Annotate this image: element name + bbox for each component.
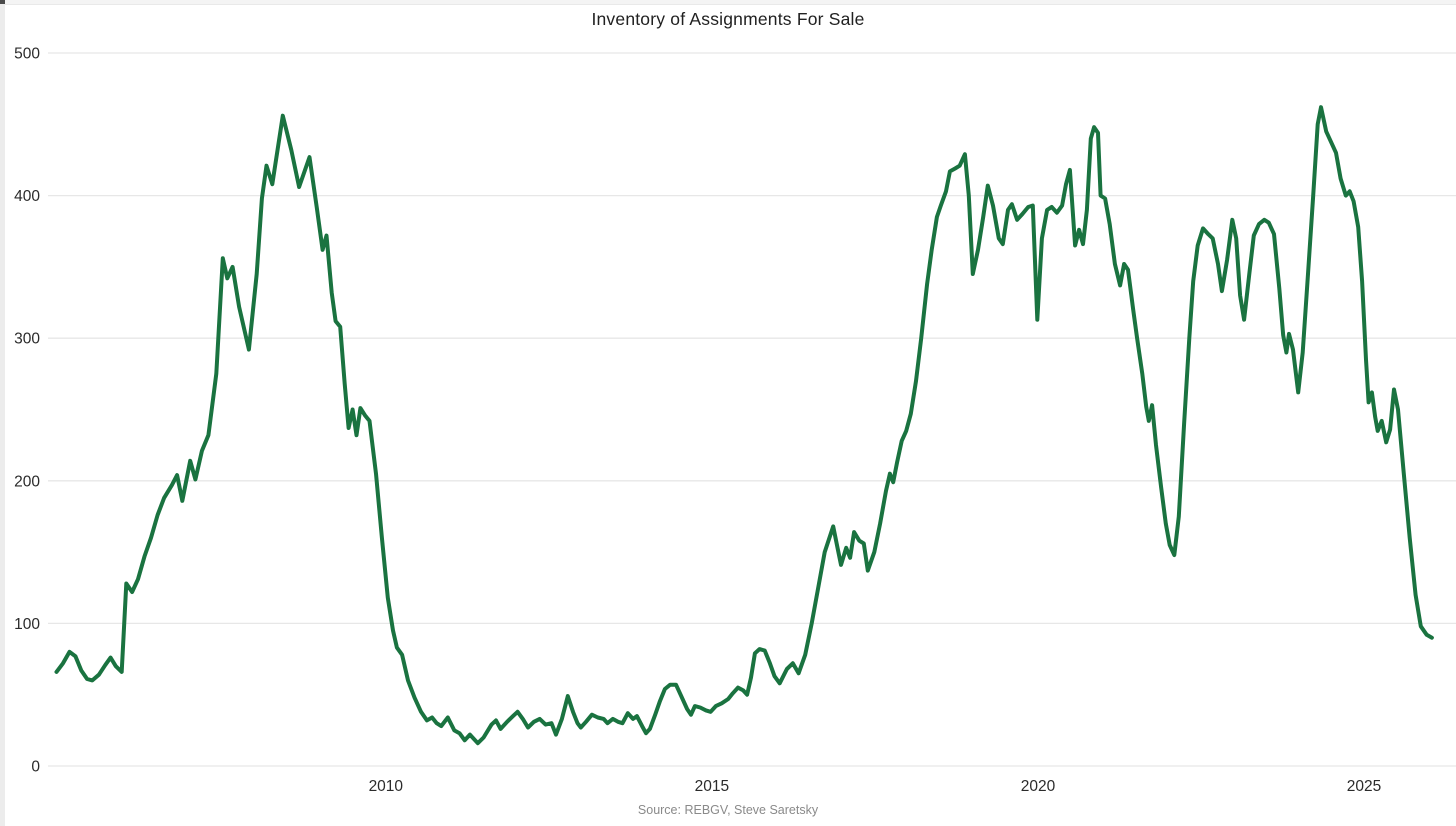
source-attribution: Source: REBGV, Steve Saretsky [637,803,819,817]
y-tick-label-100: 100 [14,616,40,633]
x-tick-label-2010: 2010 [369,778,404,795]
y-tick-label-400: 400 [14,188,40,205]
y-tick-label-200: 200 [14,473,40,490]
y-tick-label-0: 0 [31,759,40,776]
browser-left-edge [0,4,5,826]
y-tick-label-500: 500 [14,46,40,63]
chart-title: Inventory of Assignments For Sale [591,9,865,29]
x-tick-label-2015: 2015 [695,778,729,795]
browser-top-edge [0,0,1456,5]
x-tick-label-2025: 2025 [1347,778,1381,795]
inventory-series-line [54,105,1434,746]
x-tick-label-2020: 2020 [1021,778,1056,795]
y-tick-label-300: 300 [14,331,40,348]
window-corner-mark [0,0,5,5]
